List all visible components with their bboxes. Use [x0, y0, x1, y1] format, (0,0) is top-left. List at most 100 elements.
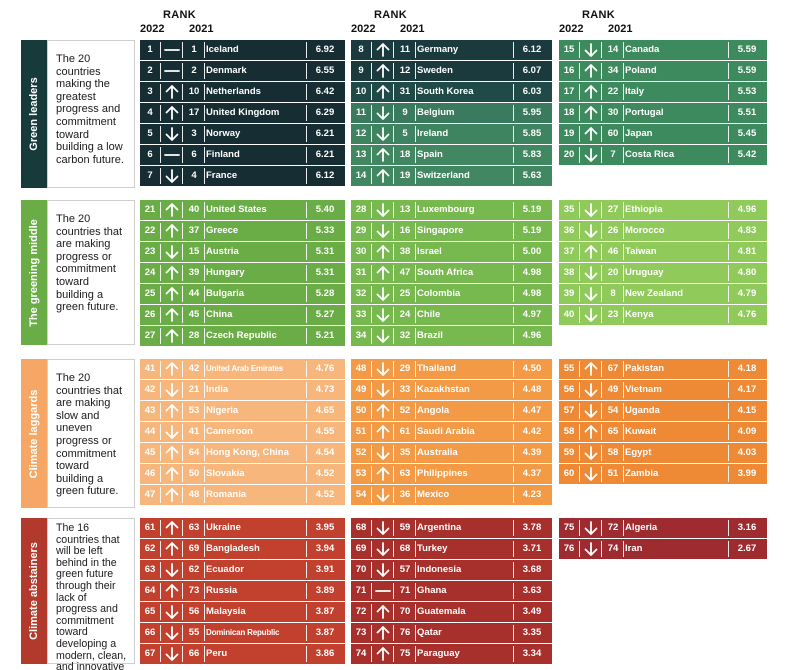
table-row: 22 37 Greece 5.33	[140, 221, 345, 242]
column-divider	[728, 445, 729, 461]
table-row: 46 50 Slovakia 4.52	[140, 464, 345, 485]
column-divider	[513, 625, 514, 641]
column-divider	[728, 244, 729, 260]
column-divider	[182, 625, 183, 641]
rank-2021: 11	[399, 44, 411, 55]
column-divider	[601, 382, 602, 398]
arrow-down-icon	[584, 224, 598, 238]
country-name: Bangladesh	[206, 543, 260, 554]
column-divider	[204, 625, 205, 641]
column-divider	[306, 63, 307, 79]
column-divider	[182, 361, 183, 377]
arrow-down-icon	[376, 446, 390, 460]
column-divider	[601, 307, 602, 323]
rank-change-indicator	[162, 422, 182, 442]
column-divider	[393, 361, 394, 377]
rank-2022: 27	[144, 330, 156, 341]
column-divider	[579, 265, 580, 281]
column-divider	[371, 147, 372, 163]
rank-change-indicator	[162, 242, 182, 262]
column-divider	[306, 487, 307, 503]
column-divider	[623, 126, 624, 142]
column-divider	[415, 105, 416, 121]
table-row: 67 66 Peru 3.86	[140, 644, 345, 665]
column-divider	[371, 382, 372, 398]
column-divider	[182, 42, 183, 58]
column-divider	[513, 84, 514, 100]
column-divider	[160, 286, 161, 302]
rank-change-indicator	[162, 602, 182, 622]
country-name: Mexico	[417, 489, 450, 500]
rank-change-indicator	[373, 145, 393, 165]
column-divider	[306, 562, 307, 578]
column-divider	[415, 403, 416, 419]
column-divider	[160, 328, 161, 344]
row-divider	[351, 123, 552, 124]
column-divider	[160, 604, 161, 620]
table-row: 68 59 Argentina 3.78	[351, 518, 552, 539]
rank-2021: 21	[188, 384, 200, 395]
column-divider	[393, 562, 394, 578]
row-divider	[559, 379, 767, 380]
country-name: India	[206, 384, 229, 395]
column-divider	[182, 223, 183, 239]
row-divider	[140, 304, 345, 305]
rank-2022: 72	[355, 606, 367, 617]
rank-2022: 8	[358, 44, 364, 55]
row-divider	[140, 325, 345, 326]
column-divider	[623, 105, 624, 121]
column-divider	[204, 42, 205, 58]
column-divider	[182, 541, 183, 557]
row-divider	[351, 81, 552, 82]
rank-change-indicator	[581, 443, 601, 463]
rank-2022: 35	[563, 204, 575, 215]
country-name: Vietnam	[625, 384, 662, 395]
rank-2022: 36	[563, 225, 575, 236]
rank-change-indicator	[373, 560, 393, 580]
column-divider	[393, 126, 394, 142]
arrow-up-icon	[376, 425, 390, 439]
country-name: Costa Rica	[625, 149, 675, 160]
table-row: 70 57 Indonesia 3.68	[351, 560, 552, 581]
column-divider	[182, 403, 183, 419]
score-value: 4.15	[737, 405, 757, 416]
column-divider	[393, 604, 394, 620]
rank-2021: 76	[399, 627, 411, 638]
arrow-down-icon	[584, 467, 598, 481]
country-name: Singapore	[417, 225, 464, 236]
country-name: Morocco	[625, 225, 665, 236]
rank-2021: 40	[188, 204, 200, 215]
column-divider	[513, 202, 514, 218]
rank-change-indicator	[373, 644, 393, 664]
column-divider	[204, 403, 205, 419]
arrow-up-icon	[165, 404, 179, 418]
score-value: 4.18	[737, 363, 757, 374]
column-divider	[306, 202, 307, 218]
table-row: 66 55 Dominican Republic 3.87	[140, 623, 345, 644]
rank-2022: 40	[563, 309, 575, 320]
country-name: Switzerland	[417, 170, 470, 181]
column-divider	[204, 286, 205, 302]
row-divider	[140, 664, 345, 665]
table-row: 4 17 United Kingdom 6.29	[140, 103, 345, 124]
column-divider	[204, 562, 205, 578]
rank-change-indicator	[373, 263, 393, 283]
rank-change-indicator	[162, 644, 182, 664]
score-value: 3.49	[522, 606, 542, 617]
column-divider	[393, 202, 394, 218]
arrow-down-icon	[165, 127, 179, 141]
column-divider	[393, 147, 394, 163]
row-divider	[559, 220, 767, 221]
rank-change-indicator	[373, 401, 393, 421]
rank-2021: 20	[607, 267, 619, 278]
rank-2021: 6	[191, 149, 197, 160]
row-divider	[140, 622, 345, 623]
arrow-down-icon	[165, 626, 179, 640]
row-divider	[351, 442, 552, 443]
column-divider	[371, 541, 372, 557]
arrow-down-icon	[376, 362, 390, 376]
score-value: 5.19	[522, 225, 542, 236]
arrow-up-icon	[165, 308, 179, 322]
table-row: 2 2 Denmark 6.55	[140, 61, 345, 82]
column-divider	[415, 286, 416, 302]
